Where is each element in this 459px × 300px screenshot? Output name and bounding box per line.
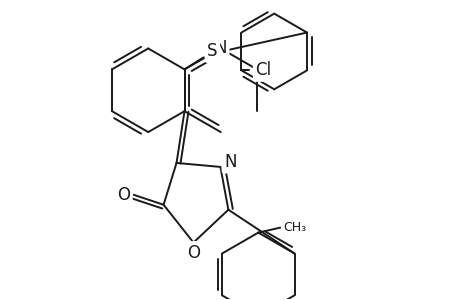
- Text: CH₃: CH₃: [283, 221, 306, 234]
- Text: Cl: Cl: [255, 61, 271, 80]
- Text: S: S: [207, 43, 217, 61]
- Text: O: O: [117, 186, 130, 204]
- Text: N: N: [214, 40, 227, 58]
- Text: O: O: [186, 244, 200, 262]
- Text: N: N: [224, 153, 236, 171]
